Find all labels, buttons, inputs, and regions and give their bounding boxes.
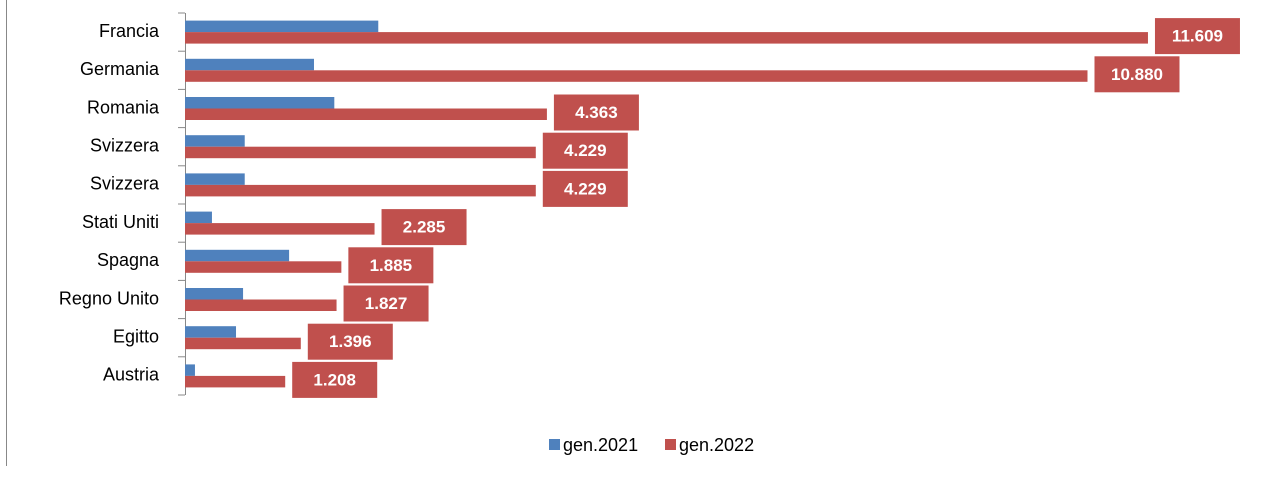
bar — [185, 32, 1148, 44]
y-tick-label: Germania — [80, 59, 160, 79]
bar — [185, 70, 1088, 82]
legend-swatch — [549, 439, 560, 450]
value-label: 4.229 — [564, 141, 607, 160]
value-label-box — [381, 209, 467, 246]
legend-swatch — [665, 439, 676, 450]
value-label: 1.396 — [329, 332, 372, 351]
bar — [185, 58, 314, 71]
y-tick-label: Francia — [99, 21, 160, 41]
y-tick-label: Regno Unito — [59, 288, 159, 308]
value-label: 1.208 — [313, 370, 356, 389]
bar — [185, 97, 335, 109]
bar — [185, 288, 244, 300]
bar — [185, 184, 536, 197]
value-label: 10.880 — [1111, 65, 1163, 84]
value-label-box — [1154, 18, 1240, 55]
bar — [185, 211, 212, 224]
value-label-box — [343, 285, 429, 322]
y-tick-label: Stati Uniti — [82, 212, 159, 232]
bar — [185, 173, 245, 185]
bar — [185, 146, 536, 159]
bar — [185, 375, 286, 388]
bar — [185, 261, 342, 273]
y-tick-label: Svizzera — [90, 174, 160, 194]
y-tick-label: Romania — [87, 97, 160, 117]
bar — [185, 135, 245, 147]
y-tick-label: Spagna — [97, 250, 160, 270]
bar — [185, 223, 375, 235]
value-label-box — [542, 170, 628, 207]
y-tick-label: Egitto — [113, 326, 159, 346]
value-label: 2.285 — [403, 218, 446, 237]
bar — [185, 20, 379, 33]
y-tick-label: Austria — [103, 365, 160, 385]
value-label: 1.827 — [365, 294, 408, 313]
bar — [185, 364, 195, 376]
value-label-box — [542, 132, 628, 169]
value-label-box — [307, 323, 393, 360]
value-label-box — [348, 247, 434, 284]
value-label: 4.229 — [564, 179, 607, 198]
value-label: 4.363 — [575, 103, 618, 122]
legend-label: gen.2022 — [679, 435, 754, 455]
legend-label: gen.2021 — [563, 435, 638, 455]
bar — [185, 299, 337, 311]
y-tick-label: Svizzera — [90, 135, 160, 155]
bar — [185, 249, 290, 262]
value-label-box — [553, 94, 639, 131]
bar — [185, 326, 237, 338]
value-label-box — [292, 361, 378, 398]
value-label-box — [1094, 56, 1180, 93]
bar — [185, 108, 547, 120]
value-label: 1.885 — [370, 256, 413, 275]
value-label: 11.609 — [1172, 27, 1223, 46]
bar — [185, 337, 301, 350]
